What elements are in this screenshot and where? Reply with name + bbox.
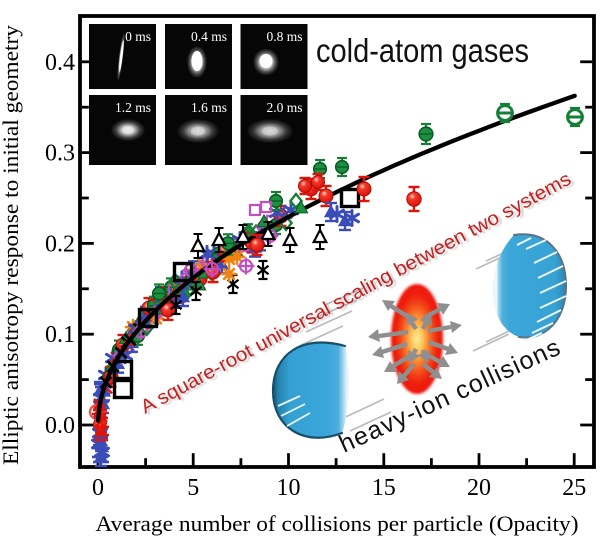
- svg-text:Average number of collisions p: Average number of collisions per particl…: [96, 511, 579, 536]
- svg-text:0: 0: [92, 475, 104, 501]
- svg-text:0.8 ms: 0.8 ms: [266, 29, 302, 44]
- svg-text:0.3: 0.3: [45, 141, 75, 167]
- svg-text:0.1: 0.1: [45, 322, 75, 348]
- svg-text:Elliptic anisotropy response t: Elliptic anisotropy response to initial …: [0, 24, 23, 465]
- svg-text:1.6 ms: 1.6 ms: [191, 100, 227, 115]
- svg-text:0.0: 0.0: [45, 413, 75, 439]
- svg-text:2.0 ms: 2.0 ms: [266, 100, 302, 115]
- svg-text:0.2: 0.2: [45, 231, 75, 257]
- svg-text:cold-atom gases: cold-atom gases: [316, 33, 529, 70]
- svg-text:1.2 ms: 1.2 ms: [115, 100, 151, 115]
- svg-text:10: 10: [277, 475, 301, 501]
- svg-text:0.4 ms: 0.4 ms: [191, 29, 227, 44]
- svg-text:0 ms: 0 ms: [125, 29, 151, 44]
- svg-text:20: 20: [467, 475, 491, 501]
- svg-text:15: 15: [372, 475, 396, 501]
- svg-text:5: 5: [187, 475, 199, 501]
- svg-text:0.4: 0.4: [45, 50, 75, 76]
- svg-text:25: 25: [562, 475, 586, 501]
